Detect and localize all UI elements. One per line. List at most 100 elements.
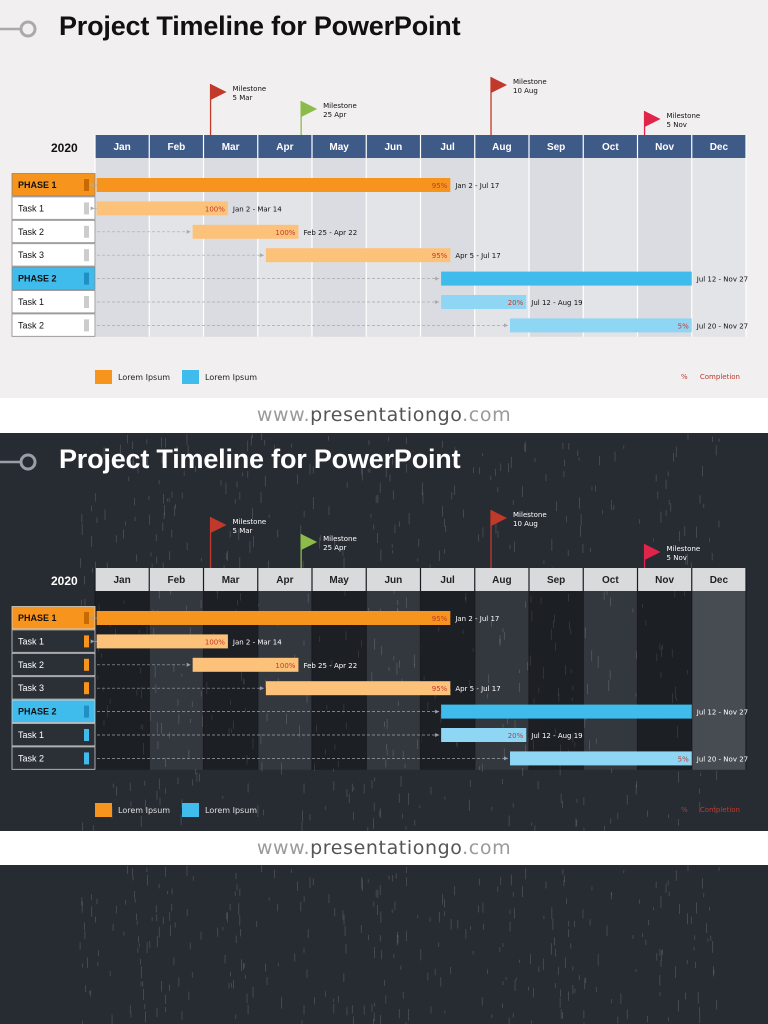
brand-suffix: .com: [462, 837, 512, 859]
row-label-cell: [11, 266, 96, 290]
row-handle: [84, 752, 89, 765]
bar-dates: Jan 2 - Mar 14: [232, 638, 282, 646]
pct-symbol: %: [681, 373, 688, 381]
bar-dates: Jan 2 - Jul 17: [454, 615, 499, 623]
month-column: [529, 158, 584, 337]
bar-percent: 5%: [678, 322, 689, 330]
month-header-cell: [637, 135, 692, 158]
month-label: Mar: [222, 575, 240, 586]
milestone-date: 25 Apr: [323, 111, 346, 119]
slide-light: Project Timeline for PowerPoint Jan Feb Ma…: [0, 0, 768, 398]
month-label: Oct: [602, 142, 619, 153]
month-label: Jul: [440, 575, 455, 586]
row-handle: [84, 249, 89, 262]
bar-percent: 100%: [275, 229, 295, 237]
background-panel: [0, 865, 768, 1024]
arrow-icon: [259, 253, 264, 258]
brand-name: presentationgo: [310, 404, 463, 426]
row-label: Task 1: [18, 203, 44, 213]
slide-title: Project Timeline for PowerPoint: [59, 444, 461, 474]
month-header-cell: [149, 135, 204, 158]
row-label-cell: [11, 723, 96, 747]
milestone-label: Milestone: [233, 518, 267, 526]
month-label: Apr: [276, 575, 293, 586]
key-icon: [0, 20, 37, 38]
row-label: Task 1: [18, 636, 44, 646]
month-header-cell: [420, 135, 475, 158]
month-label: May: [329, 142, 349, 153]
bar-dates: Feb 25 - Apr 22: [303, 229, 357, 237]
gantt-bar: [441, 704, 692, 719]
row-label-cell: [11, 676, 96, 700]
completion-label: Completion: [699, 806, 740, 814]
month-label: Oct: [602, 575, 619, 586]
row-handle: [84, 729, 89, 741]
row-label-cell: [11, 699, 96, 723]
row-label: Task 3: [18, 250, 44, 260]
milestone-flag-icon: [491, 510, 508, 526]
milestone-label: Milestone: [513, 78, 547, 86]
brand-footer: www.presentationgo.com: [0, 831, 768, 866]
gantt-bar: [192, 657, 299, 672]
month-label: Dec: [710, 575, 729, 586]
row-label: PHASE 1: [18, 180, 57, 190]
month-column: [583, 591, 638, 770]
milestone-date: 10 Aug: [513, 520, 538, 528]
row-label: Task 1: [18, 297, 44, 307]
month-header-cell: [203, 135, 258, 158]
row-handle: [84, 682, 89, 695]
gantt-chart: Jan Feb Mar Apr May Jun Jul Aug Sep Oct Nov Dec 2020…: [11, 77, 748, 337]
arrow-icon: [186, 662, 191, 667]
milestone-flag-icon: [491, 77, 508, 93]
legend-swatch-blue: [182, 370, 199, 384]
legend-label-2: Lorem Ipsum: [205, 806, 258, 815]
bar-percent: 100%: [205, 638, 225, 646]
brand-footer: www.presentationgo.com: [0, 398, 768, 433]
gantt-bar: [96, 634, 228, 649]
month-label: Apr: [276, 142, 293, 153]
milestone-date: 5 Nov: [667, 121, 687, 129]
bar-percent: 20%: [508, 732, 524, 740]
row-label-cell: [11, 243, 96, 267]
key-icon: [0, 453, 37, 471]
milestone-flag-icon: [301, 101, 318, 117]
row-handle: [84, 612, 89, 624]
completion-legend: % Completion: [681, 806, 740, 814]
legend-swatch-orange: [95, 370, 112, 384]
gantt-bar: [441, 295, 527, 309]
row-label: Task 2: [18, 660, 44, 670]
month-label: Dec: [710, 142, 729, 153]
row-label: PHASE 2: [18, 274, 57, 284]
milestone-flag-icon: [644, 111, 661, 127]
gantt-bar: [510, 751, 692, 766]
month-label: Jan: [114, 575, 131, 586]
row-handle: [84, 296, 89, 308]
month-header-cell: [583, 568, 638, 591]
milestone-label: Milestone: [323, 102, 357, 110]
month-header-cell: [691, 568, 746, 591]
month-label: Jan: [114, 142, 131, 153]
bar-percent: 20%: [508, 299, 524, 307]
row-label: Task 2: [18, 227, 44, 237]
milestone-flag-icon: [210, 517, 227, 533]
slide-dark: Project Timeline for PowerPoint Jan Feb Ma…: [0, 433, 768, 831]
row-label: Task 2: [18, 753, 44, 763]
bar-dates: Jul 20 - Nov 27: [696, 755, 748, 763]
arrow-icon: [90, 639, 95, 644]
milestone-flag-icon: [301, 534, 318, 550]
month-column: [529, 591, 584, 770]
row-label: PHASE 2: [18, 707, 57, 717]
month-label: Nov: [655, 575, 674, 586]
brand-name: presentationgo: [310, 837, 463, 859]
month-header-cell: [312, 568, 367, 591]
legend-label-2: Lorem Ipsum: [205, 373, 258, 382]
bar-percent: 100%: [205, 205, 225, 213]
bar-dates: Apr 5 - Jul 17: [455, 252, 500, 260]
milestone-date: 5 Nov: [667, 554, 687, 562]
legend-label-1: Lorem Ipsum: [118, 373, 171, 382]
bar-dates: Jan 2 - Jul 17: [454, 182, 499, 190]
month-header-cell: [257, 135, 312, 158]
month-header-cell: [257, 568, 312, 591]
arrow-icon: [504, 323, 509, 328]
month-header-cell: [474, 568, 529, 591]
